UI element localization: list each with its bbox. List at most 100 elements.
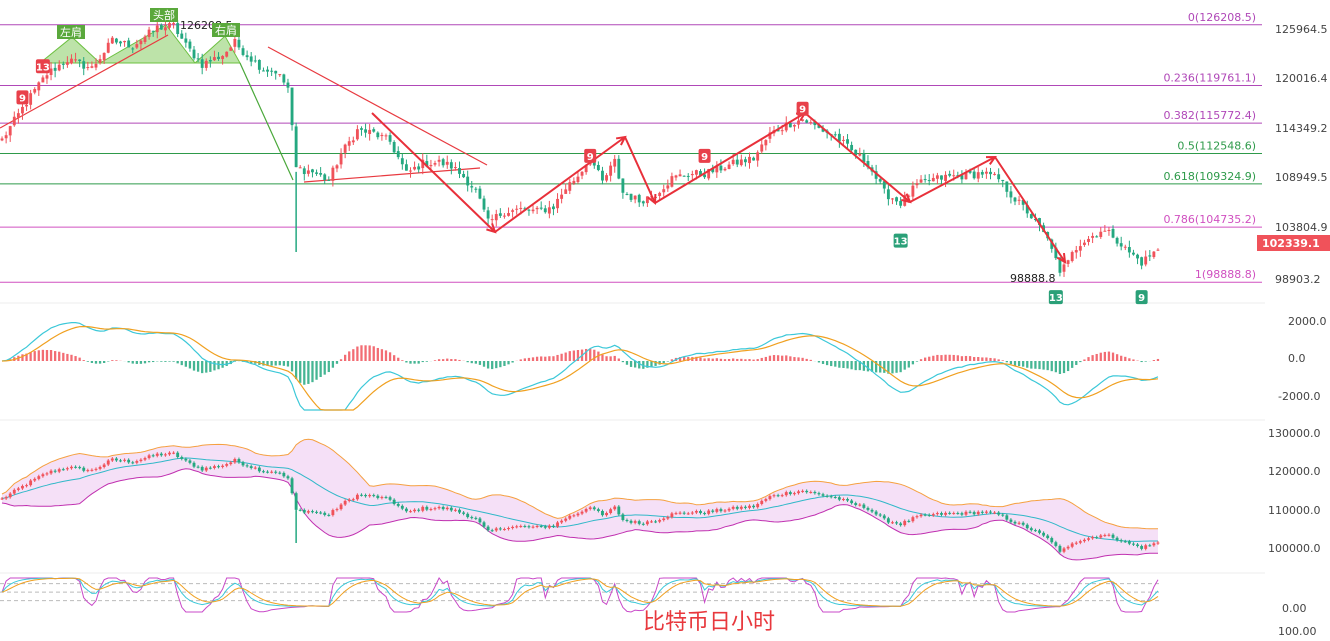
candle-body (629, 193, 633, 200)
band-candle-body (445, 507, 449, 510)
left-shoulder-shape (38, 36, 102, 64)
candle-body (498, 213, 502, 216)
band-candle-body (568, 515, 572, 519)
band-candle-body (944, 512, 947, 515)
right-shoulder-shape (193, 35, 241, 64)
candle-body (409, 170, 412, 172)
band-candle-body (163, 454, 167, 456)
band-candle-body (1021, 522, 1025, 525)
candle-body (380, 134, 384, 137)
band-candle-body (686, 513, 690, 515)
band-candle-body (727, 508, 731, 511)
band-candle-body (1119, 540, 1123, 542)
band-candle-body (748, 505, 751, 508)
band-candle-body (151, 455, 155, 457)
candle-body (266, 69, 269, 72)
candle-body (404, 164, 408, 171)
band-candle-body (323, 512, 327, 515)
band-candle-body (327, 514, 331, 516)
wave-arrow-line (624, 136, 656, 204)
band-candle-body (768, 496, 772, 500)
candle-body (449, 162, 453, 169)
band-candle-body (899, 523, 903, 526)
band-candle-body (531, 526, 535, 528)
band-candle-body (270, 471, 274, 473)
fib-label: 0.382(115772.4) (1163, 109, 1256, 122)
band-candle-body (752, 505, 756, 508)
left-shoulder-label: 左肩 (60, 25, 82, 39)
candle-body (989, 171, 992, 175)
candle-body (952, 175, 956, 177)
band-candle-body (257, 467, 261, 472)
candle-body (1078, 246, 1082, 251)
candle-body (609, 165, 613, 176)
band-candle-body (846, 499, 849, 501)
candle-body (253, 60, 257, 62)
candle-body (997, 174, 1001, 180)
band-candle-body (658, 520, 662, 522)
band-candle-body (29, 480, 33, 486)
band-candle-body (351, 499, 355, 501)
candle-body (543, 208, 547, 213)
band-candle-body (4, 497, 8, 499)
candle-body (727, 164, 731, 169)
candle-body (519, 207, 523, 209)
band-candle-body (172, 452, 176, 454)
breakdown-line (239, 62, 294, 181)
band-candle-body (891, 522, 894, 524)
candle-body (180, 33, 184, 39)
candle-body (658, 192, 662, 196)
candle-body (245, 55, 249, 58)
candle-body (184, 38, 188, 43)
candle-body (1148, 255, 1152, 257)
band-candle-body (699, 511, 702, 514)
band-candle-body (1050, 538, 1054, 543)
band-candle-body (274, 471, 278, 473)
candle-body (368, 129, 372, 135)
candle-body (294, 126, 298, 168)
band-candle-body (678, 512, 682, 514)
band-candle-body (392, 499, 396, 504)
band-candle-body (539, 525, 543, 527)
band-candle-body (347, 499, 351, 501)
band-candle-body (196, 466, 200, 468)
candle-body (413, 166, 417, 170)
candle-body (139, 40, 143, 45)
band-candle-body (1042, 532, 1046, 536)
candlestick-series (0, 16, 1160, 277)
candle-body (1123, 246, 1127, 248)
candle-body (384, 135, 388, 137)
td-badge-box (698, 148, 711, 163)
band-candle-body (858, 504, 862, 506)
candle-body (919, 179, 923, 183)
candle-body (1144, 256, 1148, 265)
candle-body (723, 168, 727, 171)
candle-body (731, 159, 735, 165)
band-candle-body (331, 510, 335, 516)
chart-footer-title: 比特币日小时 (643, 610, 775, 635)
band-candle-body (458, 509, 461, 513)
band-candle-body (1127, 541, 1131, 544)
band-candle-body (45, 473, 49, 475)
fib-label: 1(98888.8) (1195, 268, 1256, 281)
candle-body (311, 169, 314, 173)
band-candle-body (625, 520, 629, 522)
band-candle-body (421, 506, 425, 511)
candle-body (306, 170, 310, 174)
band-candle-body (159, 453, 163, 456)
candle-body (94, 63, 98, 68)
candle-body (302, 168, 306, 175)
band-candle-body (1009, 519, 1013, 522)
candle-body (482, 198, 486, 210)
band-candle-body (114, 458, 118, 461)
band-candle-body (935, 513, 939, 515)
band-candle-body (106, 460, 110, 465)
band-candle-body (413, 509, 417, 512)
candle-body (837, 133, 841, 142)
td-badge-count: 9 (799, 105, 806, 116)
candle-body (127, 40, 131, 48)
candle-body (752, 157, 756, 161)
candle-body (204, 60, 208, 68)
band-tick: 130000.0 (1268, 427, 1321, 440)
